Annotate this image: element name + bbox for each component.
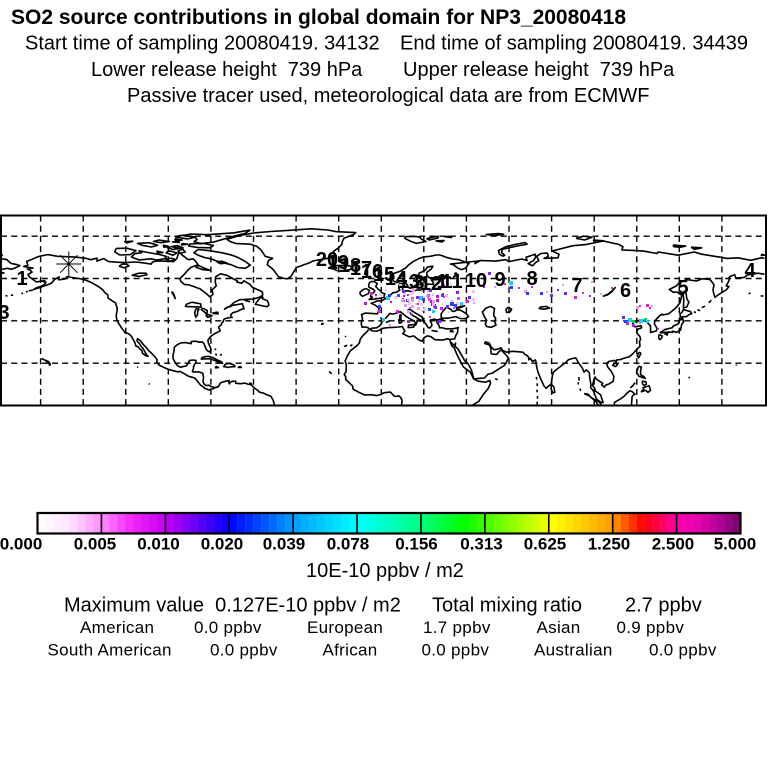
svg-text:3: 3 bbox=[413, 272, 424, 294]
svg-text:1: 1 bbox=[16, 268, 27, 290]
svg-text:13: 13 bbox=[398, 271, 420, 293]
svg-text:10E-10 ppbv / m2: 10E-10 ppbv / m2 bbox=[306, 560, 464, 582]
svg-text:South American: South American bbox=[48, 641, 172, 660]
svg-text:10: 10 bbox=[465, 270, 487, 292]
svg-text:2.7 ppbv: 2.7 ppbv bbox=[625, 595, 702, 617]
svg-text:SO2 source contributions in gl: SO2 source contributions in global domai… bbox=[11, 6, 626, 29]
svg-text:0.000: 0.000 bbox=[0, 535, 42, 554]
svg-text:0.9 ppbv: 0.9 ppbv bbox=[617, 618, 685, 637]
svg-text:Asian: Asian bbox=[537, 618, 581, 637]
svg-text:Lower release height 739 hPa: Lower release height 739 hPa bbox=[91, 59, 363, 81]
svg-text:0.0 ppbv: 0.0 ppbv bbox=[210, 641, 278, 660]
svg-text:11: 11 bbox=[441, 271, 462, 293]
svg-text:15: 15 bbox=[373, 264, 395, 286]
svg-text:European: European bbox=[307, 618, 383, 637]
svg-text:0.156: 0.156 bbox=[395, 535, 438, 554]
svg-text:End time of sampling 20080419.: End time of sampling 20080419. 34439 bbox=[400, 33, 748, 55]
svg-text:5: 5 bbox=[677, 277, 688, 299]
svg-text:0.039: 0.039 bbox=[263, 535, 306, 554]
svg-text:20: 20 bbox=[316, 249, 338, 271]
svg-text:American: American bbox=[80, 618, 154, 637]
svg-text:6: 6 bbox=[620, 280, 631, 302]
svg-text:0.0 ppbv: 0.0 ppbv bbox=[194, 618, 262, 637]
svg-text:1: 1 bbox=[436, 271, 447, 293]
svg-text:Maximum value 0.127E-10 ppbv: Maximum value 0.127E-10 ppbv / m2 bbox=[64, 595, 401, 617]
svg-text:0.313: 0.313 bbox=[460, 535, 503, 554]
svg-text:Upper release height 739 hPa: Upper release height 739 hPa bbox=[403, 59, 675, 81]
svg-text:0.020: 0.020 bbox=[201, 535, 244, 554]
svg-text:0.010: 0.010 bbox=[137, 535, 180, 554]
svg-text:1.250: 1.250 bbox=[588, 535, 631, 554]
svg-text:7: 7 bbox=[571, 275, 582, 297]
svg-text:14: 14 bbox=[385, 268, 408, 290]
svg-text:9: 9 bbox=[494, 269, 505, 291]
svg-text:African: African bbox=[323, 641, 378, 660]
svg-text:12: 12 bbox=[420, 273, 442, 295]
svg-text:0.005: 0.005 bbox=[74, 535, 117, 554]
svg-text:4: 4 bbox=[744, 260, 756, 282]
svg-text:Australian: Australian bbox=[534, 641, 613, 660]
svg-text:0.078: 0.078 bbox=[327, 535, 370, 554]
svg-text:8: 8 bbox=[526, 268, 537, 290]
svg-text:5.000: 5.000 bbox=[714, 535, 757, 554]
svg-text:0.0 ppbv: 0.0 ppbv bbox=[649, 641, 717, 660]
svg-text:0.0 ppbv: 0.0 ppbv bbox=[422, 641, 490, 660]
svg-text:18: 18 bbox=[339, 255, 361, 277]
svg-text:16: 16 bbox=[361, 261, 383, 283]
svg-text:Start time of sampling 2008041: Start time of sampling 20080419. 34132 bbox=[25, 33, 380, 55]
svg-text:Passive tracer used, meteorolo: Passive tracer used, meteorological data… bbox=[127, 85, 649, 107]
svg-text:Total mixing ratio: Total mixing ratio bbox=[432, 595, 582, 617]
svg-text:0.625: 0.625 bbox=[524, 535, 567, 554]
svg-text:17: 17 bbox=[350, 258, 372, 280]
svg-text:3: 3 bbox=[0, 302, 10, 324]
svg-text:1.7 ppbv: 1.7 ppbv bbox=[423, 618, 491, 637]
svg-text:2.500: 2.500 bbox=[652, 535, 695, 554]
svg-text:19: 19 bbox=[327, 252, 349, 274]
